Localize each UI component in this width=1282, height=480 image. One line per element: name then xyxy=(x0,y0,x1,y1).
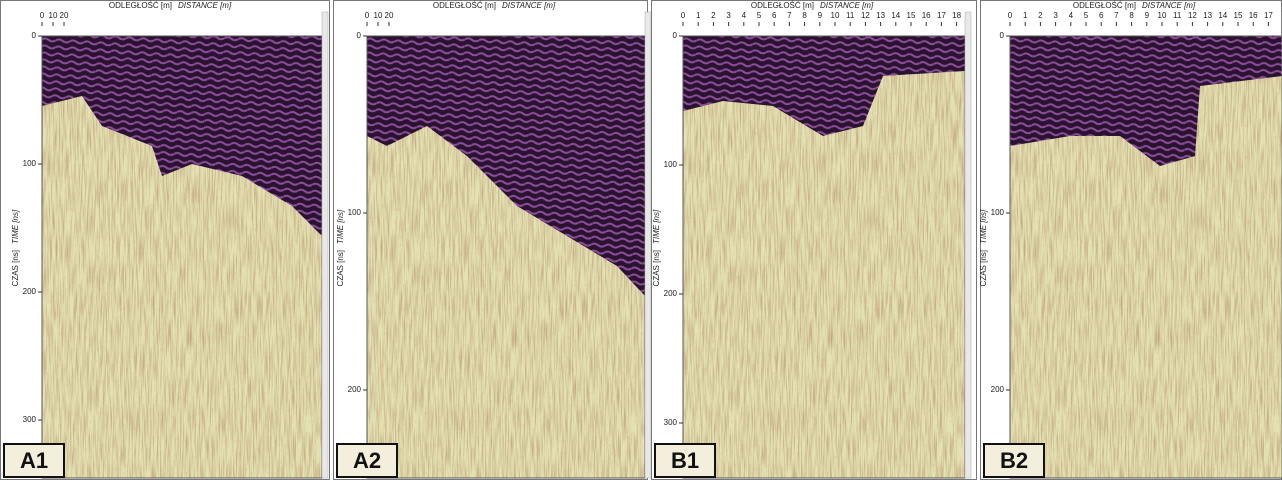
y-axis-title-en: TIME [ns] xyxy=(11,209,20,244)
x-tick-label: 13 xyxy=(876,11,885,20)
x-tick-label: 20 xyxy=(385,11,394,20)
x-tick-label: 2 xyxy=(711,11,716,20)
x-tick-label: 12 xyxy=(1188,11,1197,20)
y-axis-title-en: TIME [ns] xyxy=(652,209,661,244)
x-tick-label: 15 xyxy=(907,11,916,20)
y-axis-title-en: TIME [ns] xyxy=(336,209,345,244)
x-tick-label: 5 xyxy=(757,11,762,20)
x-axis-title-en: DISTANCE [m] xyxy=(178,1,232,10)
x-tick-label: 9 xyxy=(1145,11,1150,20)
x-tick-label: 1 xyxy=(1023,11,1028,20)
x-tick-label: 14 xyxy=(891,11,900,20)
y-axis-title-en: TIME [ns] xyxy=(979,209,988,244)
x-tick-label: 17 xyxy=(1264,11,1273,20)
x-tick-label: 7 xyxy=(1114,11,1119,20)
x-tick-label: 9 xyxy=(818,11,823,20)
x-tick-label: 20 xyxy=(60,11,69,20)
scrollbar xyxy=(644,11,652,479)
y-axis-title: CZAS [ns] xyxy=(336,250,345,286)
y-axis-title: CZAS [ns] xyxy=(979,250,988,286)
panel-label: A1 xyxy=(20,448,48,473)
x-tick-label: 14 xyxy=(1218,11,1227,20)
x-tick-label: 11 xyxy=(846,11,855,20)
y-tick-label: 300 xyxy=(664,418,678,427)
x-tick-label: 8 xyxy=(802,11,807,20)
y-tick-label: 100 xyxy=(664,160,678,169)
panel-label: B2 xyxy=(1000,448,1028,473)
y-tick-label: 200 xyxy=(348,385,362,394)
panel-label-box xyxy=(983,443,1045,478)
x-tick-label: 0 xyxy=(1008,11,1013,20)
radargram xyxy=(683,36,965,478)
y-tick-label: 300 xyxy=(23,415,37,424)
x-tick-label: 7 xyxy=(787,11,792,20)
y-tick-label: 200 xyxy=(991,385,1005,394)
y-tick-label: 100 xyxy=(991,208,1005,217)
y-axis-title: CZAS [ns] xyxy=(652,250,661,286)
y-tick-label: 0 xyxy=(357,31,362,40)
x-tick-label: 10 xyxy=(1158,11,1167,20)
y-tick-label: 100 xyxy=(348,208,362,217)
image-border xyxy=(1009,35,1282,479)
reflection-zone xyxy=(683,36,965,136)
x-tick-label: 11 xyxy=(1173,11,1182,20)
y-tick-label: 0 xyxy=(673,31,678,40)
x-tick-label: 13 xyxy=(1203,11,1212,20)
radargram xyxy=(367,36,645,478)
panel-label-box xyxy=(654,443,716,478)
x-tick-label: 1 xyxy=(696,11,701,20)
x-tick-label: 5 xyxy=(1084,11,1089,20)
y-axis-title: CZAS [ns] xyxy=(11,250,20,286)
panel-label-box xyxy=(336,443,398,478)
panel-label: B1 xyxy=(671,448,699,473)
x-tick-label: 16 xyxy=(1249,11,1258,20)
panel: ODLEGŁOŚĆ [m] DISTANCE [m]0 10 200100200300… xyxy=(0,0,330,480)
panel-label: A2 xyxy=(353,448,381,473)
x-tick-label: 6 xyxy=(1099,11,1104,20)
radargram xyxy=(1010,36,1282,478)
x-axis-title: ODLEGŁOŚĆ [m] xyxy=(433,1,496,10)
scrollbar xyxy=(964,11,972,479)
x-tick-label: 4 xyxy=(742,11,747,20)
x-axis-title: ODLEGŁOŚĆ [m] xyxy=(1073,1,1136,10)
y-tick-label: 0 xyxy=(32,31,37,40)
x-tick-label: 10 xyxy=(49,11,58,20)
x-tick-label: 0 xyxy=(40,11,45,20)
x-tick-label: 16 xyxy=(922,11,931,20)
y-tick-label: 200 xyxy=(664,289,678,298)
x-axis-title-en: DISTANCE [m] xyxy=(820,1,874,10)
reflection-zone xyxy=(1010,36,1282,166)
x-tick-label: 10 xyxy=(374,11,383,20)
x-tick-label: 3 xyxy=(726,11,731,20)
x-tick-label: 17 xyxy=(937,11,946,20)
x-tick-label: 6 xyxy=(772,11,777,20)
panel: ODLEGŁOŚĆ [m] DISTANCE [m]0 10 200100200CZA… xyxy=(333,0,652,480)
panel: ODLEGŁOŚĆ [m] DISTANCE [m]0 1 2 3 4 5 6 7 8 9 10 11 1… xyxy=(979,0,1282,480)
panel: ODLEGŁOŚĆ [m] DISTANCE [m]0 1 2 3 4 5 6 7 8 9 10 11 1… xyxy=(651,0,977,480)
x-tick-label: 0 xyxy=(365,11,370,20)
reflection-zone xyxy=(42,36,322,236)
x-axis-title-en: DISTANCE [m] xyxy=(1142,1,1196,10)
y-tick-label: 200 xyxy=(23,287,37,296)
reflection-zone xyxy=(367,36,645,296)
x-tick-label: 10 xyxy=(831,11,840,20)
x-tick-label: 12 xyxy=(861,11,870,20)
x-axis-title: ODLEGŁOŚĆ [m] xyxy=(109,1,172,10)
x-tick-label: 18 xyxy=(952,11,961,20)
x-tick-label: 4 xyxy=(1069,11,1074,20)
y-tick-label: 0 xyxy=(1000,31,1005,40)
scrollbar xyxy=(321,11,329,479)
radargram xyxy=(42,36,322,478)
x-axis-title-en: DISTANCE [m] xyxy=(502,1,556,10)
y-tick-label: 100 xyxy=(23,159,37,168)
x-tick-label: 0 xyxy=(681,11,686,20)
x-tick-label: 3 xyxy=(1053,11,1058,20)
x-axis-title: ODLEGŁOŚĆ [m] xyxy=(751,1,814,10)
x-tick-label: 8 xyxy=(1129,11,1134,20)
x-tick-label: 15 xyxy=(1234,11,1243,20)
x-tick-label: 2 xyxy=(1038,11,1043,20)
panel-label-box xyxy=(3,443,65,478)
